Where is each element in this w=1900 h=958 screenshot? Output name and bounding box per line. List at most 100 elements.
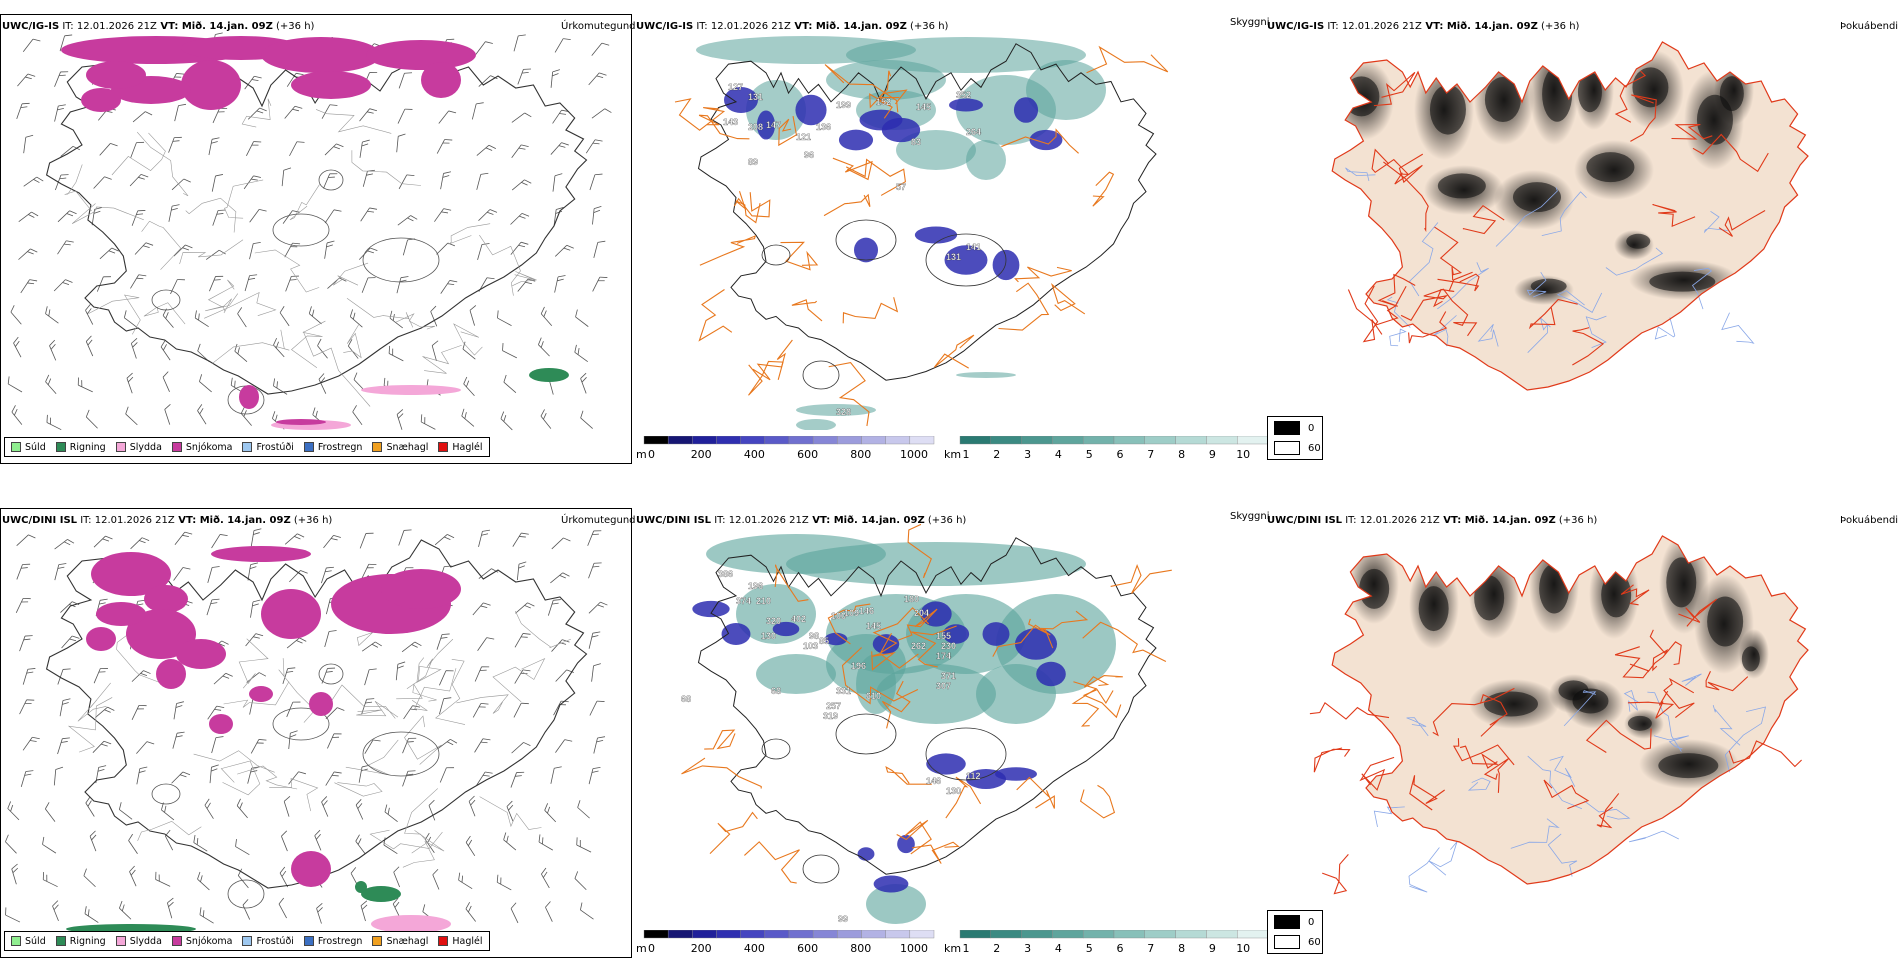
colorbar-tick: 0 [648,448,655,461]
colorbar-segment [788,436,814,445]
init-time: 12.01.2026 21Z [1359,515,1440,526]
visibility-value: 103 [803,641,818,651]
visibility-value: 402 [791,614,806,624]
colorbar-segment [667,930,693,939]
glacier-outline [318,663,344,685]
colorbar-segment [812,930,838,939]
colorbar-unit: m [636,448,647,461]
colorbar-tick: 800 [850,942,871,955]
colorbar-segment [990,436,1022,445]
valid-time: Mið. 14.jan. 09Z [1446,21,1538,32]
snow-patch [291,851,331,887]
fog-core [1539,563,1570,614]
legend-label: Rigning [69,441,106,453]
colorbar-segment [1175,436,1207,445]
colorbar-segment [885,436,911,445]
visibility-value: 204 [914,608,929,618]
colorbar-segment [1175,930,1207,939]
colorbar-segment [885,930,911,939]
init-time: 12.01.2026 21Z [1341,21,1422,32]
init-time: 12.01.2026 21Z [76,21,157,32]
fog-core [1429,84,1466,135]
legend-label: Frostúði [256,935,294,947]
glacier-outline [318,169,344,191]
rain-patch [355,881,367,893]
it-label: IT: [59,21,77,32]
fog-core [1530,278,1567,294]
colorbar-tick: 10 [1236,448,1250,461]
colorbar-segment [1021,436,1053,445]
colorbar-segment [1113,436,1145,445]
visibility-value: 152 [876,97,891,107]
visibility-value: 98 [809,631,819,641]
colorbar-unit: km [944,448,961,461]
model-name: UWC/DINI ISL [2,515,78,526]
lead-time: (+36 h) [272,21,315,32]
fog-core [1627,715,1652,731]
low-visibility-area [696,36,1106,430]
colorbar-tick: 8 [1178,942,1185,955]
snow-patch [81,88,121,112]
fog-core [1343,76,1380,117]
legend-label: Haglél [452,935,483,947]
legend-label: Snjókoma [185,935,233,947]
visibility-value: 112 [966,771,981,781]
visibility-value: 174 [936,651,951,661]
glacier-outline [802,854,840,884]
legend-swatch [11,936,21,946]
colorbar-tick: 800 [850,448,871,461]
vt-label: VT: [790,21,816,32]
cloud-base-patch [994,767,1038,781]
colorbar-segment [1237,930,1269,939]
cloud-base-patch [948,98,984,112]
vis-patch [826,60,946,100]
colorbar-segment [1237,436,1269,445]
colorbar-tick: 8 [1178,448,1185,461]
cloud-base-patch [873,875,909,893]
colorbar-segment [1113,930,1145,939]
colorbar-segment [716,436,741,445]
colorbar-segment [788,930,814,939]
valid-time: Mið. 14.jan. 09Z [199,515,291,526]
vis-patch [966,140,1006,180]
panel-type-label: Þokuábendi [1840,515,1899,526]
fog-legend-swatch [1274,441,1300,455]
cloud-base-patch [692,600,730,618]
legend-swatch [171,936,182,946]
visibility-value: 109 [844,608,859,618]
fog-core [1512,182,1561,213]
colorbar-tick: 1000 [900,448,928,461]
vt-label: VT: [1439,515,1465,526]
init-time: 12.01.2026 21Z [728,515,809,526]
legend-label: Súld [25,441,46,453]
vis-patch [866,884,926,924]
fog-patch [1459,886,1489,922]
colorbar-segment [643,436,669,445]
legend-label: Snjókoma [185,441,233,453]
fog-core [1558,680,1589,701]
legend-item: Frostregn [303,936,362,947]
fog-legend-item: 0 [1274,915,1314,929]
colorbar-tick: 4 [1055,942,1062,955]
visibility-colorbar: km 1 2 3 4 5 6 7 8 9 10 [944,930,1269,955]
vis-patch [976,664,1056,724]
glacier-outline [362,731,440,777]
precip-map-frame [0,14,632,464]
colorbar-segment [764,930,790,939]
legend-swatch [55,442,66,452]
visibility-value: 180 [904,594,919,604]
cloud-base-patch [982,622,1010,646]
visibility-value: 146 [926,776,941,786]
colorbar-tick: 9 [1209,942,1216,955]
legend-swatch [11,442,21,452]
visibility-value: 147 [766,120,781,130]
fog-legend-item: 60 [1274,441,1321,455]
panel-title: UWC/DINI ISL IT: 12.01.2026 21Z VT: Mið.… [2,515,332,526]
fog-core [1719,76,1744,112]
glacier-outline [925,233,1007,287]
visibility-values: 127 131 143 208 147 89 121 96 136 199 152 145 352 264… [723,82,981,417]
legend-item: Rigning [55,936,106,947]
valid-time: Mið. 14.jan. 09Z [1464,515,1556,526]
fog-index-legend: 0 60 [1267,416,1323,460]
visibility-value: 331 [836,686,851,696]
